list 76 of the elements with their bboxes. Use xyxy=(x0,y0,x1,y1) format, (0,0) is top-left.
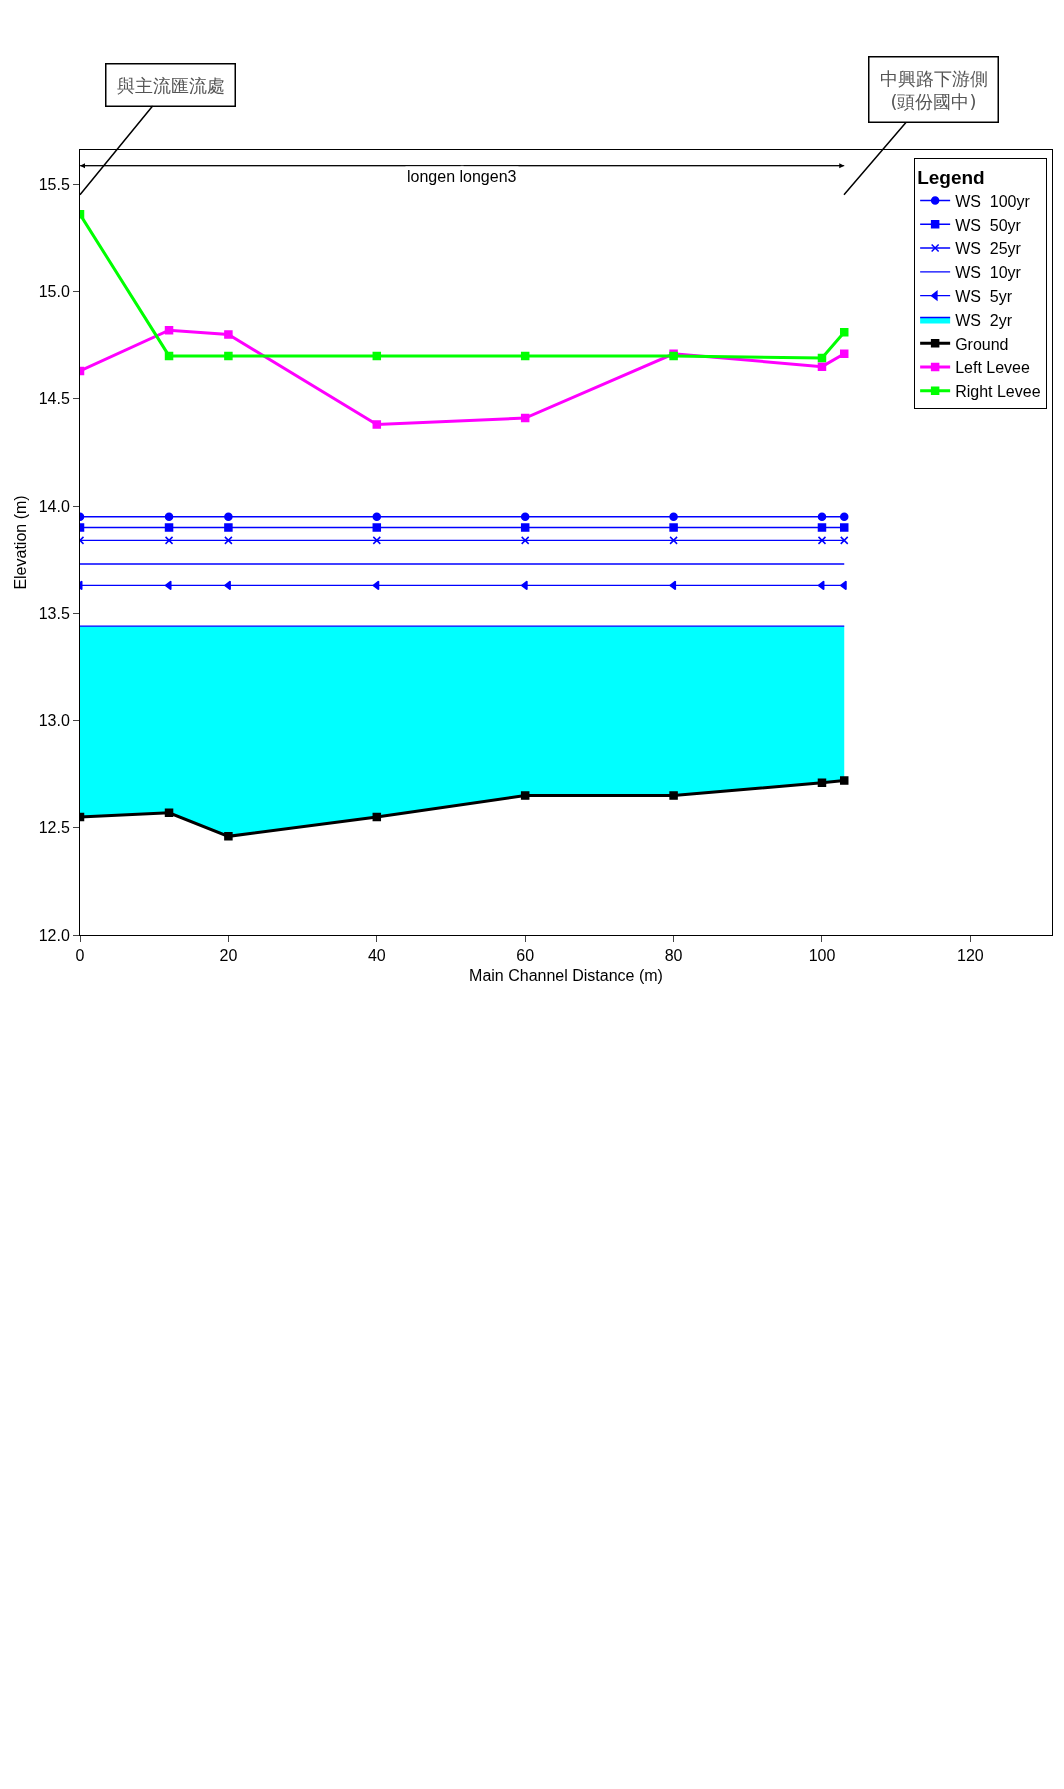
point xyxy=(224,351,233,361)
point xyxy=(224,330,233,339)
annotation: longen longen3 xyxy=(407,168,517,185)
point xyxy=(520,351,530,361)
legend-label: Ground xyxy=(955,335,1009,353)
point xyxy=(372,523,382,532)
text: 與主流匯流處 xyxy=(116,74,225,96)
y-tick-label: 13.5 xyxy=(38,604,70,622)
point xyxy=(164,536,174,545)
legend-label: WS 10yr xyxy=(955,264,1022,282)
point xyxy=(839,580,847,591)
y-tick-label: 15.5 xyxy=(38,175,70,193)
legend-title: Legend xyxy=(917,166,985,188)
point xyxy=(839,776,849,785)
x-tick-label: 20 xyxy=(219,947,238,965)
point xyxy=(520,791,530,800)
point xyxy=(372,512,382,522)
point xyxy=(669,536,678,545)
x-tick-label: 120 xyxy=(957,947,984,965)
legend-label: WS 100yr xyxy=(955,192,1031,210)
point xyxy=(372,812,382,822)
y-tick-label: 13.0 xyxy=(38,712,70,730)
point xyxy=(164,512,174,522)
legend-label: WS 5yr xyxy=(955,287,1013,305)
point xyxy=(372,580,380,591)
point xyxy=(669,512,678,522)
legend-label: Right Levee xyxy=(955,383,1041,401)
point xyxy=(372,351,382,361)
point xyxy=(817,512,827,522)
x-axis-title: Main Channel Distance (m) xyxy=(469,966,663,984)
point xyxy=(520,523,530,532)
point xyxy=(839,349,849,359)
y-axis-title: Elevation (m) xyxy=(11,495,29,590)
legend-label: Left Levee xyxy=(955,359,1030,377)
y-tick-label: 12.0 xyxy=(38,926,70,944)
point xyxy=(224,536,233,545)
point xyxy=(817,362,827,371)
y-tick-label: 12.5 xyxy=(38,819,70,837)
y-tick-label: 15.0 xyxy=(38,283,70,301)
point xyxy=(164,523,174,532)
point xyxy=(164,808,174,817)
point xyxy=(164,325,174,335)
point xyxy=(164,351,174,361)
legend-label: WS 25yr xyxy=(955,240,1022,258)
text: 中興路下游側 (頭份國中) xyxy=(879,67,988,112)
point xyxy=(839,328,849,337)
point xyxy=(164,580,172,591)
point xyxy=(520,580,528,591)
point xyxy=(224,832,233,841)
point xyxy=(817,353,827,363)
point xyxy=(817,523,827,532)
legend-label: WS 50yr xyxy=(955,216,1022,234)
y-tick-label: 14.0 xyxy=(38,497,70,515)
point xyxy=(520,536,530,545)
point xyxy=(372,536,382,545)
point xyxy=(839,536,849,545)
x-tick-label: 40 xyxy=(367,947,386,965)
point xyxy=(372,420,382,429)
point xyxy=(669,580,677,591)
point xyxy=(520,413,530,423)
point xyxy=(817,778,827,787)
point xyxy=(839,523,849,532)
legend-label: WS 2yr xyxy=(955,311,1013,329)
point xyxy=(817,536,827,545)
x-tick-label: 100 xyxy=(808,947,836,965)
point xyxy=(669,791,678,800)
point xyxy=(224,512,233,522)
point xyxy=(520,512,530,522)
y-tick-label: 14.5 xyxy=(38,390,70,408)
point xyxy=(839,512,849,522)
point xyxy=(224,523,233,532)
x-tick-label: 0 xyxy=(75,947,85,965)
point xyxy=(669,523,678,532)
x-tick-label: 60 xyxy=(516,947,535,965)
point xyxy=(817,580,825,591)
x-tick-label: 80 xyxy=(664,947,683,965)
